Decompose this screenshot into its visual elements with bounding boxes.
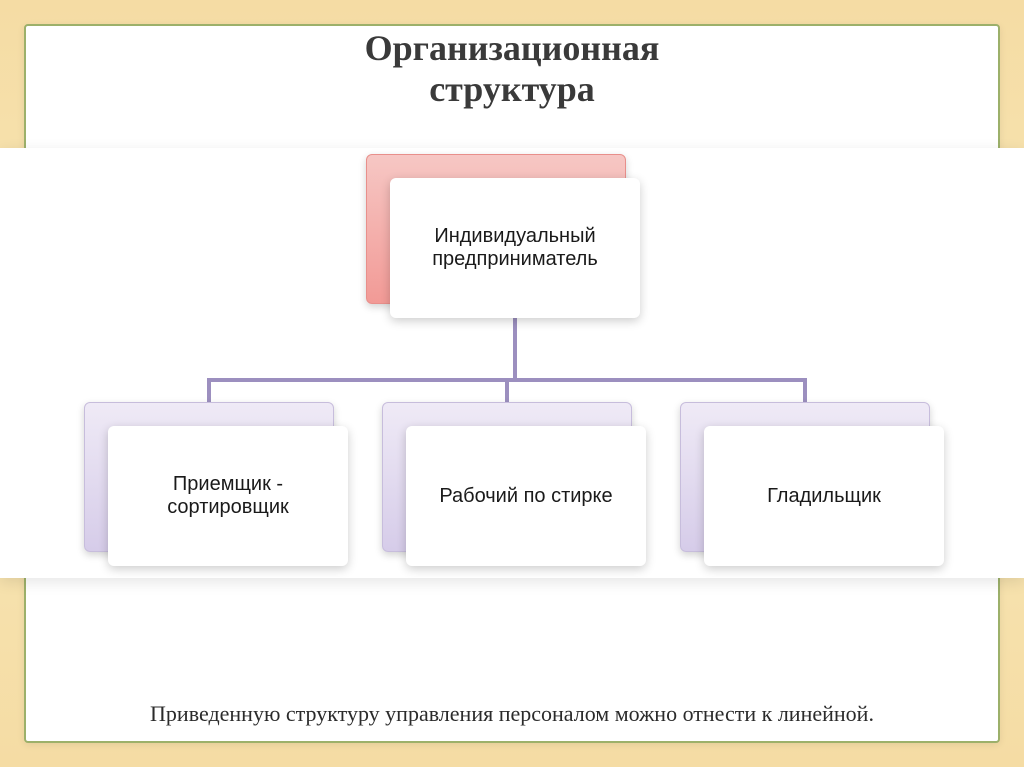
org-node-label: Приемщик - сортировщик xyxy=(108,426,348,566)
org-chart-band: Индивидуальный предпринимательПриемщик -… xyxy=(0,148,1024,578)
org-node-root: Индивидуальный предприниматель xyxy=(366,154,626,304)
slide-caption: Приведенную структуру управления персона… xyxy=(26,701,998,727)
org-node-a: Приемщик - сортировщик xyxy=(84,402,334,552)
org-chart: Индивидуальный предпринимательПриемщик -… xyxy=(0,148,1024,578)
org-node-b: Рабочий по стирке xyxy=(382,402,632,552)
slide-title: Организационная структура xyxy=(26,26,998,111)
org-node-label: Индивидуальный предприниматель xyxy=(390,178,640,318)
org-node-label: Рабочий по стирке xyxy=(406,426,646,566)
org-node-c: Гладильщик xyxy=(680,402,930,552)
org-node-label: Гладильщик xyxy=(704,426,944,566)
